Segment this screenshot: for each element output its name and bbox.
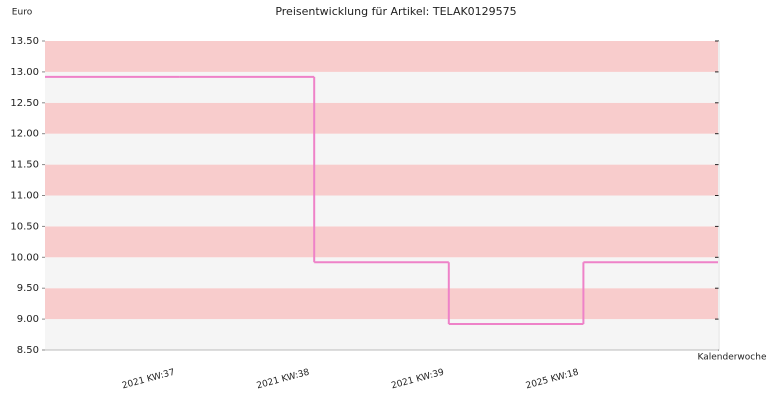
y-tick-label: 11.50 [10,160,39,171]
band [45,319,718,350]
y-tick-label: 13.50 [10,36,39,47]
band [45,41,718,72]
y-tick-label: 10.00 [10,252,39,263]
band [45,195,718,227]
x-tick-label: 2021 KW:39 [390,368,445,392]
band [45,102,718,134]
x-axis-label: Kalenderwoche [697,353,766,363]
y-tick-label: 9.00 [17,314,39,325]
y-tick-label: 8.50 [17,345,39,356]
y-tick-label: 11.00 [10,191,39,202]
band [45,226,718,258]
band [45,164,718,196]
y-tick-label: 9.50 [17,283,39,294]
y-axis-label: Euro [12,8,33,18]
y-tick-label: 12.00 [10,129,39,140]
y-tick-label: 13.00 [10,67,39,78]
x-tick-label: 2021 KW:38 [256,368,311,392]
y-tick-label: 10.50 [10,221,39,232]
y-tick-label: 12.50 [10,98,39,109]
x-tick-label: 2021 KW:37 [121,368,176,392]
x-tick-label: 2025 KW:18 [525,368,580,392]
band [45,288,718,320]
chart-title: Preisentwicklung für Artikel: TELAK01295… [275,5,516,18]
band [45,133,718,165]
